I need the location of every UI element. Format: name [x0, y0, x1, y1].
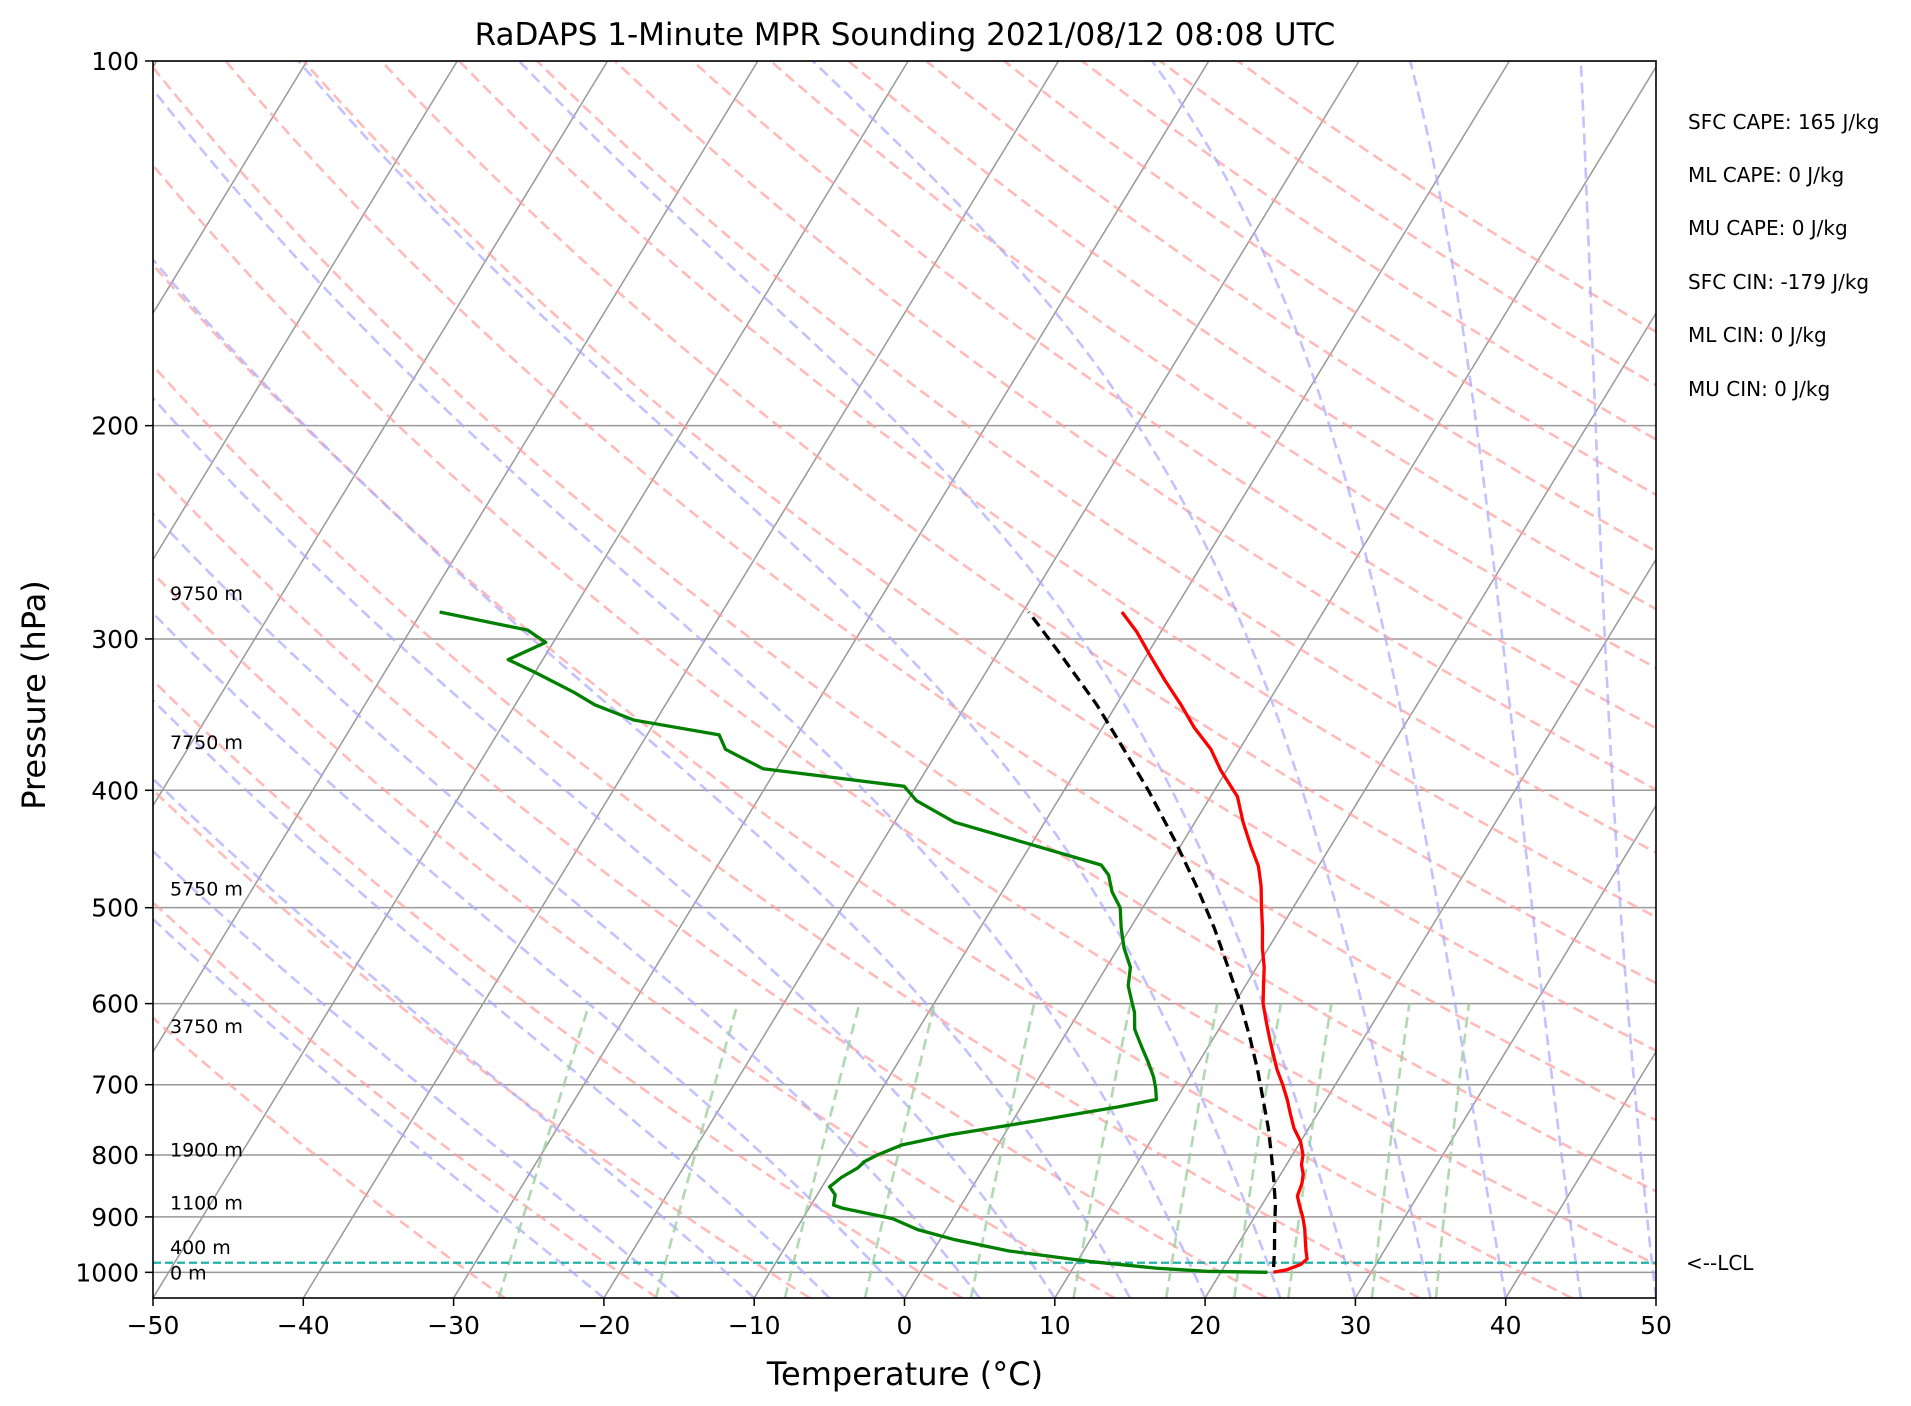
ml-cin-text: ML CIN: 0 J/kg — [1688, 323, 1827, 347]
sfc-cin-text: SFC CIN: -179 J/kg — [1688, 270, 1869, 294]
x-tick-label: −10 — [728, 1311, 781, 1340]
dewpoint-line — [439, 610, 1268, 1274]
dry-adiabat-line — [302, 61, 1656, 1053]
height-label: 7750 m — [170, 732, 243, 754]
dry-adiabat-line — [153, 900, 659, 1298]
isotherm-line — [153, 61, 308, 315]
y-tick-label: 200 — [91, 412, 139, 441]
dry-adiabat-line — [153, 788, 811, 1298]
dry-adiabat-line — [153, 163, 1656, 1267]
y-tick-label: 300 — [91, 625, 139, 654]
isotherm-line — [1054, 311, 1656, 1298]
lcl-label: <--LCL — [1686, 1251, 1754, 1275]
mixing-ratio-line — [1434, 1003, 1471, 1298]
y-tick-label: 800 — [91, 1141, 139, 1170]
y-tick-label: 600 — [91, 990, 139, 1019]
isotherm-line — [1505, 1050, 1656, 1298]
dry-adiabat-line — [153, 466, 1268, 1298]
x-tick-label: −50 — [127, 1311, 180, 1340]
height-labels: 9750 m 7750 m 5750 m 3750 m 1900 m 1100 m 400 … — [170, 583, 243, 1284]
height-label: 3750 m — [170, 1016, 243, 1038]
x-tick-label: −30 — [427, 1311, 480, 1340]
dry-adiabat-line — [691, 61, 1656, 730]
isotherm-line — [153, 61, 759, 1054]
sfc-cape-text: SFC CAPE: 165 J/kg — [1688, 110, 1879, 134]
moist-adiabat-line — [153, 87, 1207, 1298]
x-tick-label: 10 — [1039, 1311, 1071, 1340]
dry-adiabat-line — [614, 61, 1656, 792]
dry-adiabat-line — [1081, 61, 1656, 441]
mixing-ratio-line — [1370, 1003, 1411, 1298]
moist-adiabat-line — [153, 396, 1056, 1298]
axis-ticks: −50 −40 −30 −20 −10 0 10 20 30 40 50 100 200 300 400 50… — [75, 47, 1672, 1340]
height-label: 400 m — [170, 1237, 231, 1259]
moist-adiabat-line — [153, 611, 906, 1298]
moist-adiabat-line — [153, 917, 605, 1298]
dry-adiabat-line — [153, 262, 1573, 1298]
dry-adiabat-line — [536, 61, 1656, 855]
y-tick-label: 700 — [91, 1071, 139, 1100]
sounding-series — [439, 610, 1309, 1274]
mixing-ratio-line — [497, 1003, 591, 1298]
height-label: 1900 m — [170, 1140, 243, 1162]
ml-cape-text: ML CAPE: 0 J/kg — [1688, 163, 1844, 187]
x-tick-label: 30 — [1339, 1311, 1371, 1340]
dry-adiabat-line — [153, 65, 1656, 1193]
x-tick-label: −20 — [578, 1311, 631, 1340]
moist-adiabat-line — [153, 257, 1132, 1298]
x-axis-label: Temperature (°C) — [766, 1355, 1043, 1393]
height-label: 1100 m — [170, 1193, 243, 1215]
isotherm-line — [1354, 804, 1656, 1298]
moist-adiabat-line — [153, 698, 831, 1298]
isotherm-line — [903, 65, 1656, 1298]
mu-cin-text: MU CIN: 0 J/kg — [1688, 377, 1830, 401]
stability-indices: SFC CAPE: 165 J/kg ML CAPE: 0 J/kg MU CA… — [1688, 110, 1879, 401]
moist-adiabat-line — [153, 512, 981, 1298]
dry-adiabat-line — [153, 678, 963, 1298]
y-tick-label: 100 — [91, 47, 139, 76]
temperature-line — [1120, 611, 1309, 1274]
isotherm-line — [153, 61, 458, 561]
mixing-ratio-line — [1287, 1003, 1333, 1298]
x-tick-label: 20 — [1189, 1311, 1221, 1340]
dry-adiabat-line — [224, 61, 1656, 1122]
mu-cape-text: MU CAPE: 0 J/kg — [1688, 216, 1848, 240]
x-tick-label: 40 — [1490, 1311, 1522, 1340]
moist-adiabat-line — [811, 61, 1432, 1298]
dry-adiabat-line — [153, 363, 1421, 1298]
y-tick-label: 400 — [91, 776, 139, 805]
background-lines — [153, 61, 1656, 1298]
moist-adiabat-line — [297, 61, 1282, 1298]
moist-adiabat-line — [518, 61, 1357, 1298]
x-tick-label: −40 — [277, 1311, 330, 1340]
isotherm-line — [153, 61, 609, 808]
height-label: 0 m — [170, 1262, 207, 1284]
dry-adiabat-line — [769, 61, 1656, 670]
y-tick-label: 500 — [91, 894, 139, 923]
dry-adiabat-line — [380, 61, 1656, 985]
y-tick-label: 1000 — [75, 1258, 139, 1287]
isotherm-line — [603, 61, 1360, 1298]
x-tick-label: 50 — [1640, 1311, 1672, 1340]
moist-adiabat-line — [153, 849, 680, 1298]
chart-title: RaDAPS 1-Minute MPR Sounding 2021/08/12 … — [475, 17, 1336, 53]
height-label: 9750 m — [170, 583, 243, 605]
mixing-ratio-line — [1164, 1003, 1219, 1298]
moist-adiabat-line — [1151, 61, 1507, 1298]
dry-adiabat-line — [1236, 61, 1656, 334]
dry-adiabat-line — [925, 61, 1656, 553]
isotherm-line — [452, 61, 1210, 1298]
dry-adiabat-line — [153, 571, 1116, 1298]
y-tick-label: 900 — [91, 1203, 139, 1232]
moist-adiabat-line — [1579, 61, 1656, 1298]
dry-adiabat-line — [458, 61, 1656, 919]
isotherm-line — [153, 61, 909, 1298]
y-axis-label: Pressure (hPa) — [15, 580, 53, 810]
height-label: 5750 m — [170, 878, 243, 900]
moist-adiabat-line — [1408, 61, 1583, 1298]
x-tick-label: 0 — [897, 1311, 913, 1340]
